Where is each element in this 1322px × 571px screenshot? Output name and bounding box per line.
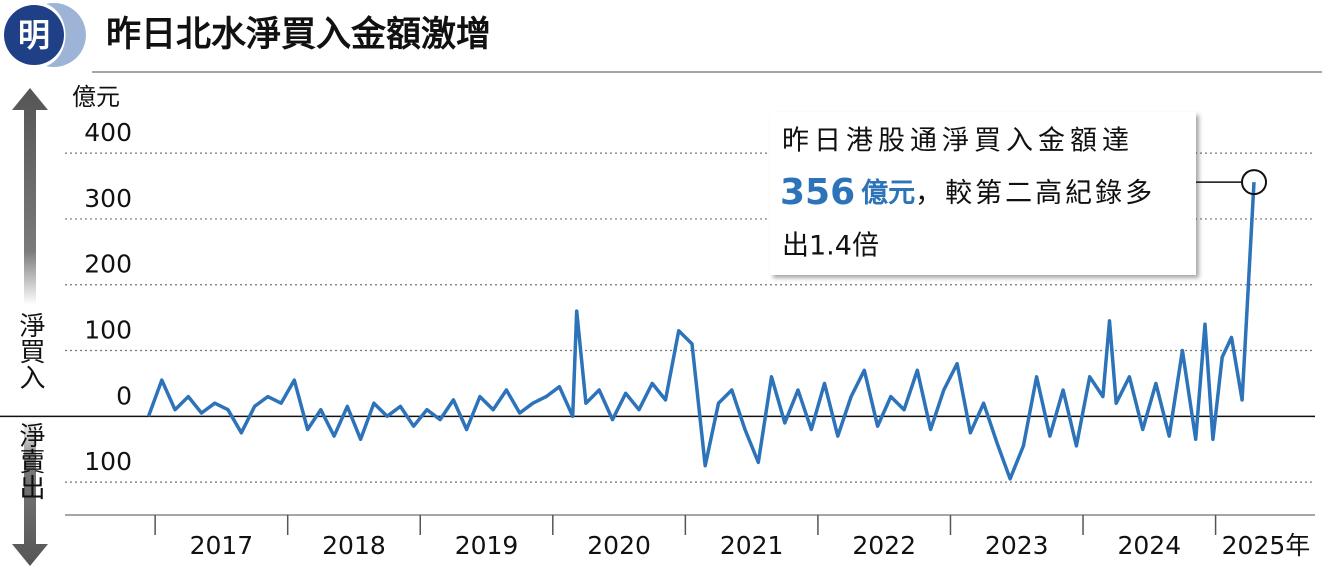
y-tick-label: 100 <box>84 316 132 345</box>
x-tick-label: 2024 <box>1117 531 1181 560</box>
annotation-box <box>770 112 1196 275</box>
x-tick-label: 2020 <box>587 531 651 560</box>
y-unit: 億元 <box>72 83 120 111</box>
chart-title: 昨日北水淨買入金額激增 <box>106 14 491 55</box>
up-label: 淨買入 <box>15 312 45 390</box>
x-tick-label: 2022 <box>852 531 916 560</box>
x-tick-label: 2021 <box>720 531 784 560</box>
y-tick-label: 400 <box>84 118 132 147</box>
x-tick-label: 2018 <box>322 531 386 560</box>
annotation-value: 356 <box>780 172 855 213</box>
down-label: 淨賣出 <box>15 422 45 500</box>
logo-circle <box>4 5 64 65</box>
annotation-line1: 昨日港股通淨買入金額達 <box>782 126 1134 157</box>
y-tick-label: 200 <box>84 250 132 279</box>
down-arrow <box>12 420 48 566</box>
y-tick-label: 300 <box>84 184 132 213</box>
data-line <box>146 182 1256 481</box>
logo-text: 明 <box>18 16 50 54</box>
annotation-line3: 出1.4倍 <box>782 231 879 262</box>
peak-marker <box>1241 169 1268 196</box>
up-arrow <box>12 88 48 305</box>
y-tick-label: 0 <box>116 381 132 410</box>
x-tick-label: 2023 <box>985 531 1049 560</box>
x-tick-label: 2025年 <box>1222 531 1311 560</box>
annotation-line2: 356 億元，較第二高紀錄多 <box>780 172 1155 213</box>
x-tick-label: 2019 <box>455 531 519 560</box>
annotation-unit: 億元 <box>861 178 915 209</box>
annotation-text: ，較第二高紀錄多 <box>915 178 1155 209</box>
x-tick-label: 2017 <box>190 531 254 560</box>
y-tick-label: 100 <box>84 447 132 476</box>
logo-crescent <box>46 2 86 67</box>
